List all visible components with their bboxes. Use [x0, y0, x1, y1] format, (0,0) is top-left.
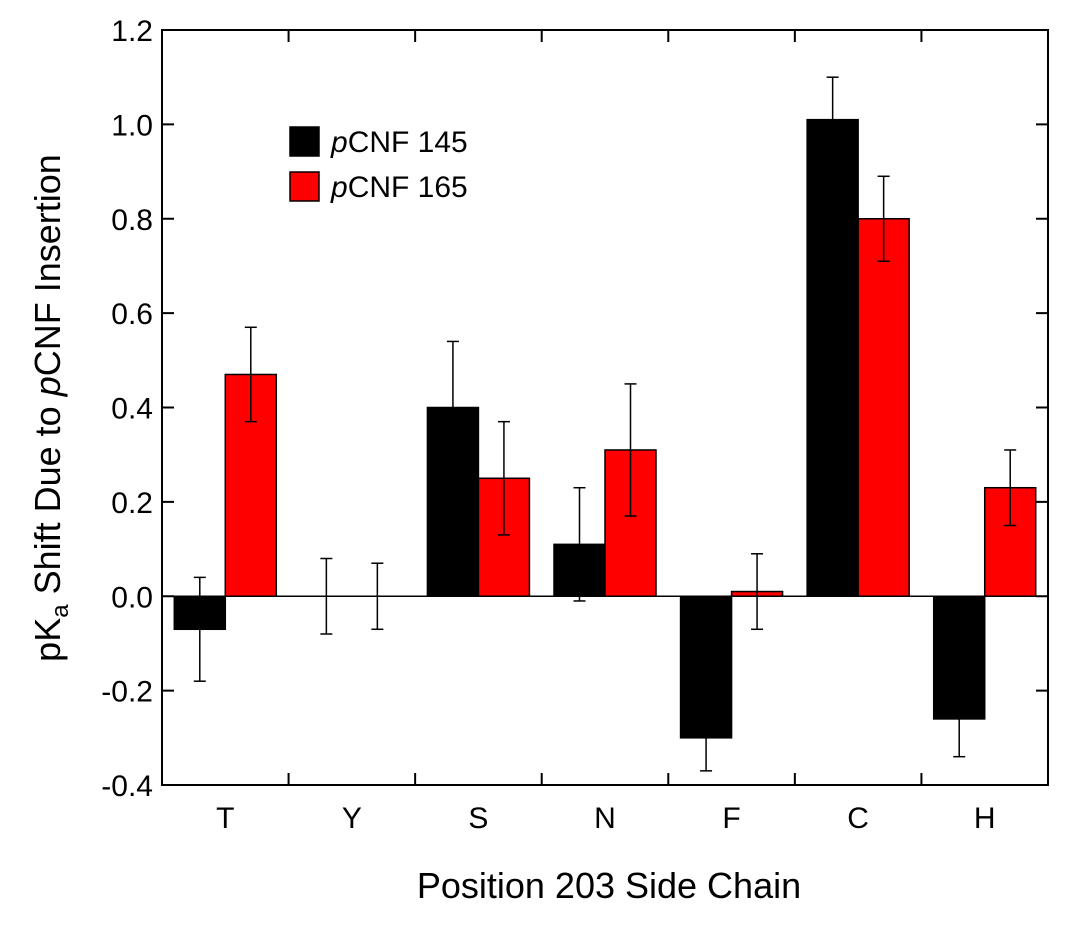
error-bar-s-series-1 — [446, 340, 459, 475]
error-bar-s-series-2 — [497, 420, 510, 536]
x-tick-label-f: F — [722, 802, 740, 835]
error-bar-y-series-1 — [320, 557, 333, 635]
legend-label-series-1: pCNF 145 — [330, 126, 468, 159]
legend-label-series-2: pCNF 165 — [330, 171, 468, 204]
y-tick-label: -0.2 — [101, 676, 153, 709]
y-tick-label: 1.2 — [111, 15, 153, 48]
y-tick-label: 0.8 — [111, 204, 153, 237]
y-tick-label: 0.2 — [111, 487, 153, 520]
y-axis-title-prefix: pK — [27, 618, 68, 662]
x-tick-label-n: N — [594, 802, 616, 835]
y-axis-title: pKa Shift Due to pCNF Insertion — [27, 154, 74, 662]
x-axis-title: Position 203 Side Chain — [417, 865, 801, 906]
x-tick-label-s: S — [468, 802, 488, 835]
bar-c-series-2 — [857, 218, 910, 597]
error-bar-h-series-1 — [953, 680, 966, 758]
x-tick-label-c: C — [847, 802, 869, 835]
x-tick-label-y: Y — [342, 802, 362, 835]
y-tick-label: 0.0 — [111, 581, 153, 614]
y-axis-title-suffix: CNF Insertion — [27, 154, 68, 376]
error-bar-t-series-2 — [244, 326, 257, 423]
y-axis-title-italic: p — [27, 376, 68, 397]
error-bar-n-series-1 — [573, 486, 586, 602]
error-bar-y-series-2 — [371, 562, 384, 631]
error-bar-c-series-1 — [826, 76, 839, 163]
legend-swatch-series-1 — [289, 126, 320, 157]
bars-layer — [173, 118, 1037, 739]
legend: pCNF 145 pCNF 165 — [289, 126, 468, 204]
error-bar-t-series-1 — [193, 576, 206, 682]
y-tick-label: 0.4 — [111, 393, 153, 426]
error-bar-c-series-2 — [877, 175, 890, 262]
bar-s-series-2 — [477, 477, 531, 597]
error-bar-h-series-2 — [1004, 449, 1017, 527]
y-tick-label: 1.0 — [111, 109, 153, 142]
error-bars-layer — [193, 76, 1017, 772]
y-axis-title-middle: Shift Due to — [27, 396, 68, 604]
tick-layer: T Y S N F C H -0.4 -0.2 0.0 0.2 0.4 0.6 0.8 1.0 1.2 — [101, 15, 1048, 835]
error-bar-f-series-1 — [700, 704, 713, 772]
error-bar-f-series-2 — [751, 553, 764, 631]
error-bar-n-series-2 — [624, 383, 637, 517]
bar-c-series-1 — [806, 118, 859, 597]
legend-swatch-series-2 — [289, 171, 320, 202]
x-tick-label-h: H — [974, 802, 996, 835]
y-tick-label: 0.6 — [111, 298, 153, 331]
x-tick-label-t: T — [216, 802, 234, 835]
y-tick-label: -0.4 — [101, 770, 153, 803]
y-axis-title-subscript: a — [47, 604, 74, 618]
